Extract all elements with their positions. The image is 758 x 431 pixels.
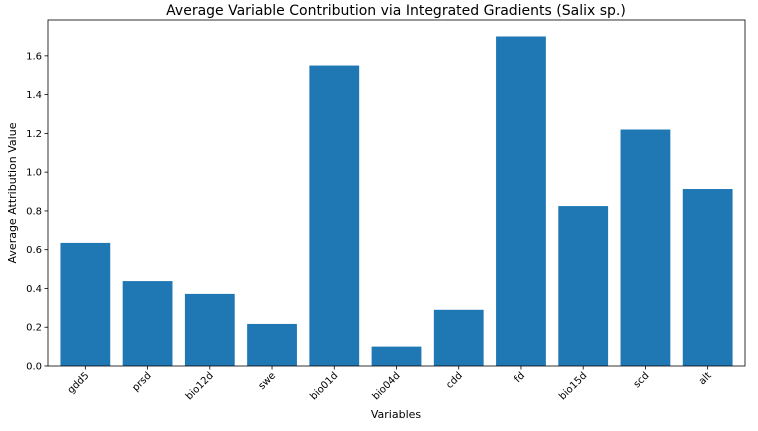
bar-bio04d — [371, 346, 422, 366]
y-tick-label: 0.8 — [26, 206, 42, 217]
x-axis-label: Variables — [371, 408, 422, 421]
x-tick-label: swe — [257, 370, 279, 392]
bar-fd — [496, 36, 546, 366]
bar-bio15d — [558, 206, 609, 366]
x-tick-label: alt — [697, 370, 714, 387]
x-tick-label: bio04d — [371, 370, 403, 402]
y-tick-label: 1.0 — [26, 168, 42, 179]
bar-gdd5 — [60, 242, 111, 366]
x-tick-label: fd — [512, 370, 527, 385]
y-axis-label: Average Attribution Value — [6, 122, 19, 263]
x-tick-label: scd — [632, 370, 652, 390]
plot-area: 0.0 0.2 0.4 0.6 0.8 1.0 1.2 1.4 1.6 gdd5 prsd bio12… — [26, 19, 746, 402]
y-tick-label: 0.0 — [26, 362, 42, 373]
y-tick-label: 0.4 — [26, 284, 42, 295]
chart-title: Average Variable Contribution via Integr… — [166, 3, 626, 19]
bar-bio12d — [184, 293, 235, 366]
y-tick-label: 0.6 — [26, 245, 42, 256]
bar-alt — [682, 189, 733, 366]
bar-cdd — [433, 309, 484, 366]
x-tick-label: gdd5 — [66, 370, 92, 396]
bar-prsd — [122, 281, 173, 366]
bar-scd — [620, 129, 671, 366]
x-tick-label: cdd — [444, 370, 465, 391]
y-tick-label: 1.2 — [26, 129, 42, 140]
x-tick-label: bio15d — [557, 370, 589, 402]
x-tick-label: bio12d — [184, 370, 216, 402]
y-tick-label: 1.6 — [26, 51, 42, 62]
y-tick-label: 1.4 — [26, 90, 42, 101]
x-tick-label: bio01d — [308, 370, 340, 402]
bar-swe — [247, 323, 297, 366]
bar-bio01d — [309, 65, 360, 367]
x-tick-label: prsd — [130, 370, 153, 393]
y-tick-label: 0.2 — [26, 323, 42, 334]
